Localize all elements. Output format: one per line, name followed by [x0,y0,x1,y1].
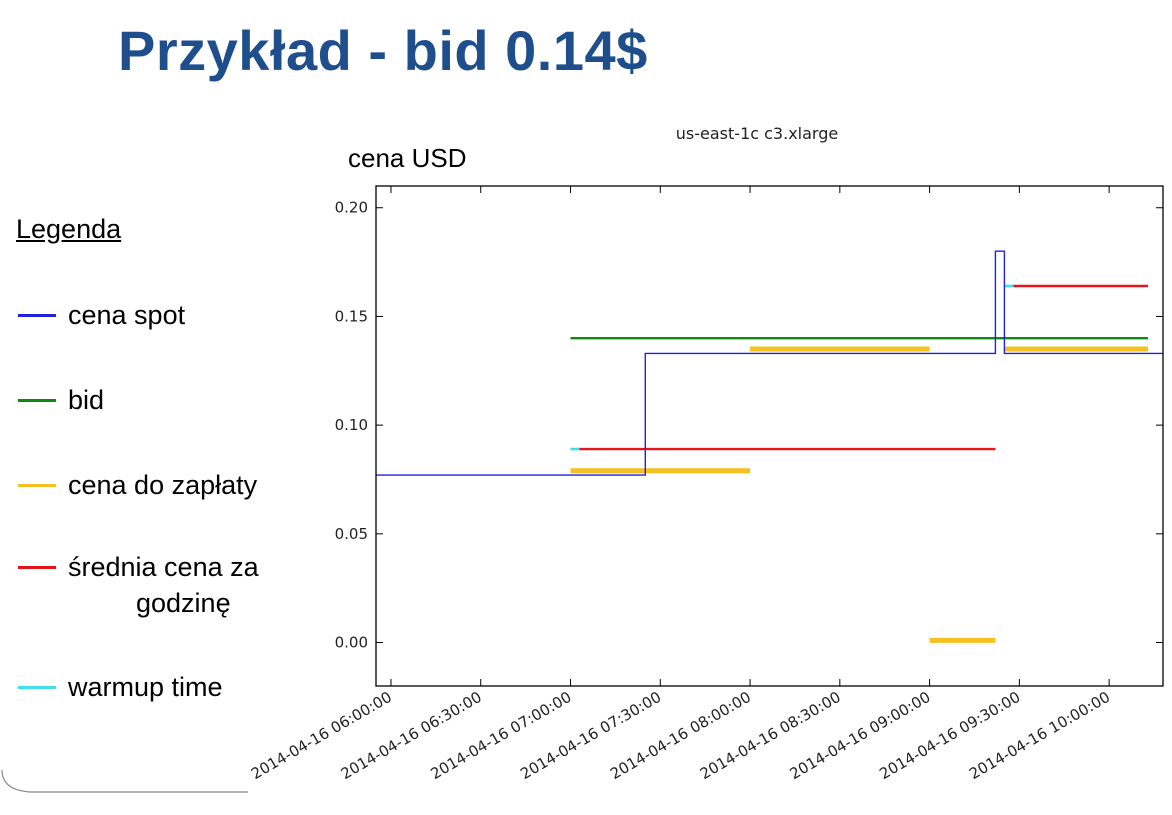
y-tick-label-0: 0.00 [335,634,368,652]
x-tick-label-0: 2014-04-16 06:00:00 [248,688,395,783]
legend-swatch-bid [18,399,56,402]
legend-label-cena-spot: cena spot [68,300,186,330]
chart-plot-frame [375,185,1164,687]
y-tick-label-1: 0.05 [335,525,368,543]
series-cena-spot-line [376,250,1163,476]
legend-label-srednia-cena-line1: średnia cena za [68,552,259,582]
chart-y-axis-label: cena USD [348,143,467,173]
slide-title: Przykład - bid 0.14$ [118,19,648,82]
legend-swatch-srednia-cena [18,566,56,569]
legend-label-cena-do-zaplaty: cena do zapłaty [68,470,258,500]
legend-label-srednia-cena-line2: godzinę [136,588,231,618]
slide-border-curve [1,769,248,793]
y-tick-label-4: 0.20 [335,199,368,217]
legend-label-warmup-time: warmup time [68,672,223,702]
chart-series-layer [376,250,1163,643]
legend-swatch-cena-spot [18,314,56,317]
legend-swatch-warmup-time [18,686,56,689]
legend-swatch-cena-do-zaplaty [18,484,56,487]
chart-title: us-east-1c c3.xlarge [676,124,838,143]
legend-title: Legenda [16,214,122,244]
legend-label-bid: bid [68,385,105,415]
y-tick-label-2: 0.10 [335,416,368,434]
y-tick-label-3: 0.15 [335,307,368,325]
